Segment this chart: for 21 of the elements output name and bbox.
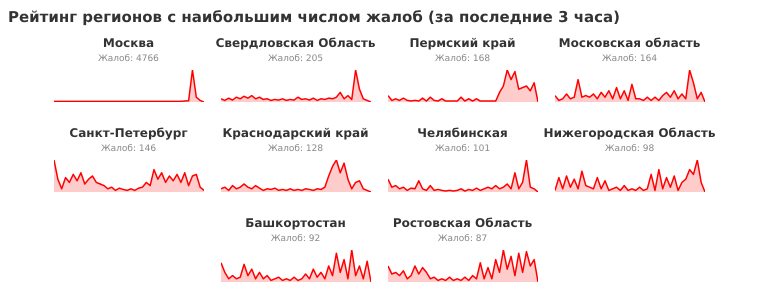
chart-subtitle: Жалоб: 128	[268, 144, 324, 154]
chart-subtitle: Жалоб: 146	[100, 144, 156, 154]
chart-title: Санкт-Петербург	[69, 126, 188, 140]
chart-subtitle: Жалоб: 87	[438, 234, 488, 244]
chart-subtitle: Жалоб: 168	[434, 54, 490, 64]
chart-subtitle: Жалоб: 4766	[98, 54, 159, 64]
chart-subtitle: Жалоб: 92	[270, 234, 320, 244]
chart-subtitle: Жалоб: 205	[268, 54, 324, 64]
chart-title: Московская область	[558, 36, 700, 50]
chart-title: Свердловская Область	[216, 36, 376, 50]
chart-subtitle: Жалоб: 164	[602, 54, 658, 64]
chart-subtitle: Жалоб: 98	[604, 144, 654, 154]
chart-title: Ростовская Область	[392, 216, 532, 230]
chart-title: Москва	[102, 36, 154, 50]
chart-title: Краснодарский край	[222, 126, 368, 140]
chart-title: Челябинская	[417, 126, 508, 140]
chart-title: Башкортостан	[245, 216, 346, 230]
chart-subtitle: Жалоб: 101	[434, 144, 490, 154]
text: Рейтинг регионов с наибольшим числом жалоб (за последние 3 часа)	[8, 8, 622, 26]
chart-title: Пермский край	[409, 36, 516, 50]
chart-title: Нижегородская Область	[544, 126, 716, 140]
